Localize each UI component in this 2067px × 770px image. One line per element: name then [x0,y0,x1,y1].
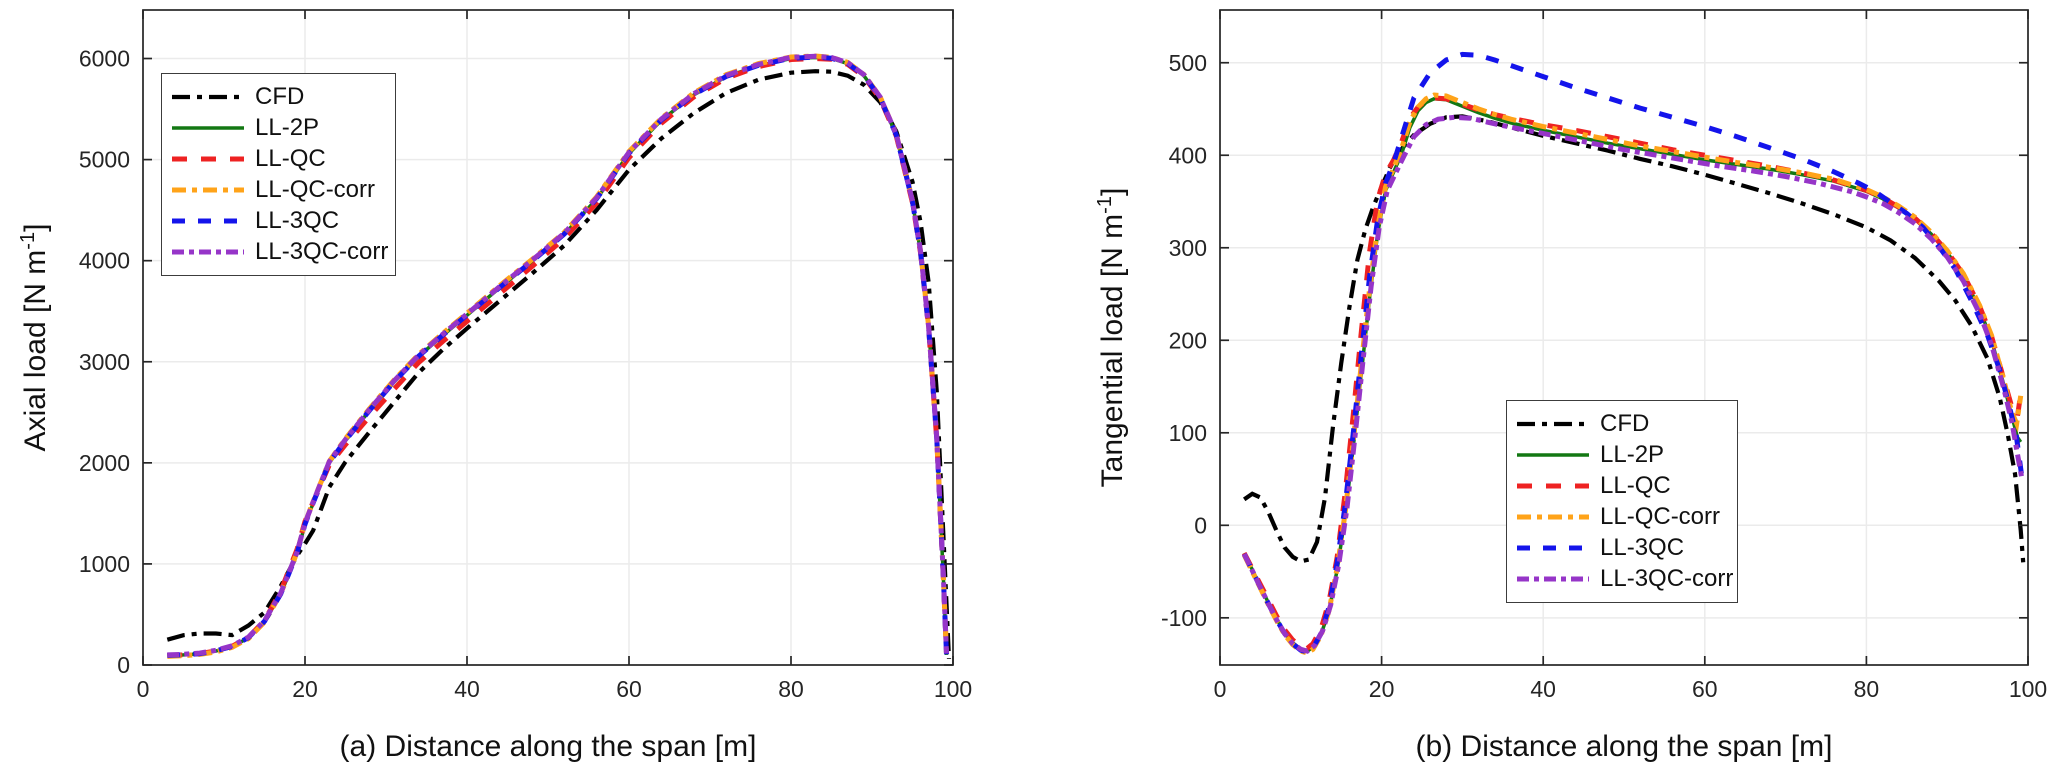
ll-3qc-line-sample [172,218,244,224]
legend-left-chart: CFD LL-2P LL-QC LL-QC-corr LL-3QC LL-3QC… [161,73,396,276]
x-axis-label: (b) Distance along the span [m] [1416,730,1833,763]
x-tick-label: 60 [1692,676,1718,702]
series-line-cfd [1243,114,2026,564]
series-line-ll-qc-corr [1241,92,2024,656]
legend-item-ll-3qc-corr: LL-3QC-corr [1515,567,1733,591]
legend-item-ll-2p: LL-2P [1515,443,1727,467]
x-tick-label: 40 [454,676,480,702]
y-axis-label: Tangential load [N m-1] [1094,188,1129,488]
legend-item-ll-qc-corr: LL-QC-corr [1515,505,1727,529]
y-tick-label: -100 [1161,605,1207,631]
x-tick-label: 20 [292,676,318,702]
axes-box [1219,9,2029,666]
ll-qc-line-sample [172,156,244,162]
legend-item-ll-qc: LL-QC [170,147,385,171]
y-tick-label: 5000 [79,147,130,173]
legend-label: CFD [1600,410,1650,437]
series-line-ll-3qc-corr [1241,114,2025,654]
y-tick-label: 500 [1169,50,1207,76]
cfd-line-sample [172,94,244,100]
series-line-ll-3qc-corr [167,53,949,658]
x-tick-label: 80 [778,676,804,702]
legend-label: LL-QC-corr [1600,503,1721,530]
ll-3qc-corr-line-sample [172,249,244,255]
legend-item-ll-qc-corr: LL-QC-corr [170,178,385,202]
series-line-cfd [166,69,952,659]
legend-label: LL-QC [255,145,326,172]
y-tick-label: 100 [1169,420,1207,446]
legend-label: LL-3QC-corr [1600,565,1734,592]
legend-label: LL-QC-corr [255,176,376,203]
ll-3qc-line-sample [1517,545,1589,551]
ll-qc-line-sample [1517,483,1589,489]
x-axis-label: (a) Distance along the span [m] [340,730,757,763]
legend-item-ll-3qc-corr: LL-3QC-corr [170,238,389,265]
ll-3qc-corr-line-sample [1517,576,1589,582]
y-axis-label: Axial load [N m-1] [17,224,52,452]
legend-label: LL-QC [1600,472,1671,499]
legend-label: LL-2P [1600,441,1665,468]
legend-item-ll-3qc: LL-3QC [170,209,385,233]
ll-2p-line-sample [172,126,244,130]
x-tick-label: 100 [934,676,972,702]
ll-qc-corr-line-sample [1517,514,1589,520]
y-tick-label: 1000 [79,551,130,577]
y-tick-label: 3000 [79,349,130,375]
x-tick-label: 0 [137,676,150,702]
x-tick-label: 80 [1854,676,1880,702]
legend-right-chart: CFD LL-2P LL-QC LL-QC-corr LL-3QC LL-3QC… [1506,400,1738,603]
legend-label: CFD [255,83,305,110]
axes-box [142,9,954,666]
y-tick-label: 6000 [79,46,130,72]
legend-label: LL-3QC-corr [255,238,389,265]
legend-label: LL-2P [255,114,320,141]
y-tick-label: 300 [1169,235,1207,261]
y-tick-label: 200 [1169,327,1207,353]
y-tick-label: 0 [117,652,130,678]
ll-qc-corr-line-sample [172,187,244,193]
legend-item-cfd: CFD [170,85,385,109]
x-tick-label: 60 [616,676,642,702]
legend-item-ll-3qc: LL-3QC [1515,536,1727,560]
x-tick-label: 20 [1369,676,1395,702]
legend-label: LL-3QC [255,207,340,234]
y-tick-label: 4000 [79,248,130,274]
x-tick-label: 40 [1530,676,1556,702]
legend-label: LL-3QC [1600,534,1685,561]
y-tick-label: 2000 [79,450,130,476]
y-tick-label: 400 [1169,142,1207,168]
ll-2p-line-sample [1517,453,1589,457]
y-tick-label: 0 [1194,512,1207,538]
legend-item-cfd: CFD [1515,412,1727,436]
cfd-line-sample [1517,421,1589,427]
legend-item-ll-2p: LL-2P [170,116,385,140]
legend-item-ll-qc: LL-QC [1515,474,1727,498]
x-tick-label: 0 [1214,676,1227,702]
x-tick-label: 100 [2009,676,2047,702]
